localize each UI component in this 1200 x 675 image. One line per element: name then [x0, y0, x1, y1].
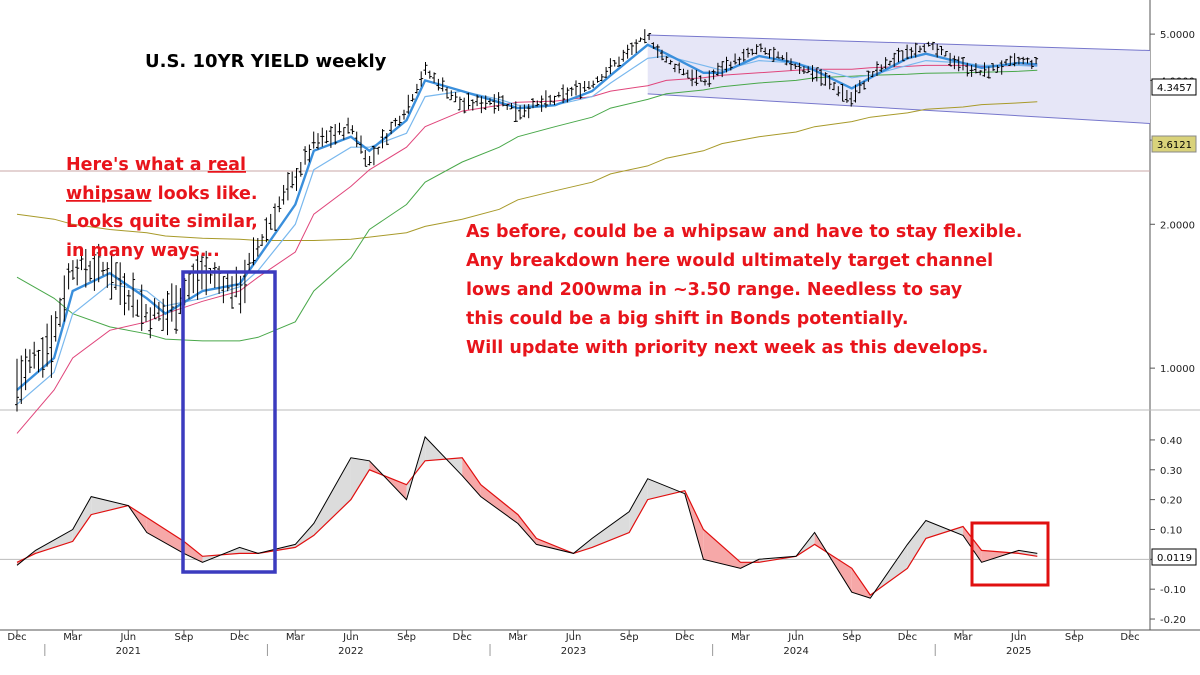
- oscillator-fill-segment: [907, 520, 926, 569]
- time-tick-label: Sep: [620, 632, 639, 643]
- last-price-badge: 4.3457: [1151, 78, 1197, 96]
- svg-text:4.3457: 4.3457: [1157, 83, 1192, 94]
- svg-text:0.0119: 0.0119: [1157, 553, 1192, 564]
- main-note-line-2: Any breakdown here would ultimately targ…: [466, 251, 993, 271]
- oscillator-fill-segment: [313, 457, 351, 536]
- signal-line: [16, 457, 1038, 596]
- time-tick-label: Dec: [1120, 632, 1139, 643]
- time-tick-label: Mar: [63, 632, 83, 643]
- oscillator-pane: [16, 435, 1038, 599]
- osc-y-tick-label: 0.10: [1160, 525, 1182, 536]
- year-label: 2025: [1006, 646, 1031, 657]
- channel-upper-line: [647, 34, 1151, 52]
- time-tick-label: Sep: [175, 632, 194, 643]
- time-tick-label: Mar: [286, 632, 306, 643]
- year-label: 2022: [338, 646, 363, 657]
- main-note-line-1: As before, could be a whipsaw and have t…: [466, 222, 1023, 242]
- price-pane: [15, 29, 1039, 434]
- channel-fill: [647, 34, 1150, 124]
- oscillator-fill-segment: [72, 496, 92, 542]
- time-tick-label: Jun: [119, 632, 136, 643]
- oscillator-fill-segment: [1018, 550, 1038, 557]
- channel-lower-line: [647, 93, 1151, 125]
- year-label: 2024: [783, 646, 808, 657]
- time-tick-label: Mar: [954, 632, 974, 643]
- time-tick-label: Mar: [508, 632, 528, 643]
- time-tick-label: Dec: [675, 632, 694, 643]
- whipsaw-note-line-4: in many ways...: [66, 241, 220, 261]
- time-tick-label: Sep: [1065, 632, 1084, 643]
- price-y-tick-label: 1.0000: [1160, 364, 1195, 375]
- time-tick-label: Dec: [230, 632, 249, 643]
- oscillator-fill-segment: [592, 511, 630, 548]
- recent-highlight-box: [970, 521, 1050, 587]
- whipsaw-highlight-box: [181, 270, 277, 574]
- oscillator-fill-segment: [647, 478, 685, 500]
- trend-channel: [647, 34, 1151, 125]
- osc-y-tick-label: -0.20: [1160, 615, 1186, 626]
- svg-text:3.6121: 3.6121: [1157, 140, 1192, 151]
- year-label: 2023: [561, 646, 586, 657]
- oscillator-fill-segment: [925, 520, 964, 539]
- ma-mid-line: [16, 64, 1038, 434]
- main-note-line-5: Will update with priority next week as t…: [466, 338, 988, 358]
- osc-y-tick-label: 0.20: [1160, 496, 1182, 507]
- time-tick-label: Jun: [787, 632, 804, 643]
- whipsaw-note-line-2: whipsaw looks like.: [66, 184, 258, 204]
- oscillator-fill-segment: [480, 484, 518, 524]
- time-tick-label: Jun: [565, 632, 582, 643]
- chart-title: U.S. 10YR YIELD weekly: [145, 51, 387, 72]
- price-y-tick-label: 5.0000: [1160, 30, 1195, 41]
- time-tick-label: Dec: [898, 632, 917, 643]
- ma200-line: [16, 101, 1038, 241]
- oscillator-fill-segment: [146, 517, 184, 554]
- oscillator-line: [16, 435, 1038, 599]
- time-tick-label: Sep: [397, 632, 416, 643]
- oscillator-fill-segment: [462, 457, 481, 497]
- ema-fast-line: [16, 43, 1038, 391]
- ma200-badge: 3.6121: [1151, 135, 1197, 153]
- time-tick-label: Jun: [342, 632, 359, 643]
- oscillator-fill-segment: [517, 514, 537, 545]
- time-tick-label: Mar: [731, 632, 751, 643]
- time-tick-label: Dec: [453, 632, 472, 643]
- oscillator-fill-segment: [703, 529, 741, 569]
- oscillator-fill-segment: [91, 496, 129, 515]
- oscillator-fill-segment: [35, 529, 73, 554]
- whipsaw-note-line-1: Here's what a real: [66, 155, 246, 175]
- osc-y-tick-label: 0.30: [1160, 466, 1182, 477]
- main-note-line-4: this could be a big shift in Bonds poten…: [466, 309, 909, 329]
- ma100-line: [16, 69, 1038, 342]
- oscillator-fill-segment: [350, 457, 370, 500]
- time-tick-label: Dec: [7, 632, 26, 643]
- main-note-line-3: lows and 200wma in ~3.50 range. Needless…: [466, 280, 963, 300]
- year-label: 2021: [116, 646, 141, 657]
- time-tick-label: Sep: [842, 632, 861, 643]
- oscillator-badge: 0.0119: [1151, 548, 1197, 566]
- whipsaw-note-line-3: Looks quite similar,: [66, 212, 258, 232]
- time-tick-label: Jun: [1010, 632, 1027, 643]
- price-y-tick-label: 2.0000: [1160, 220, 1195, 231]
- oscillator-fill-segment: [629, 478, 648, 533]
- osc-y-tick-label: 0.40: [1160, 436, 1182, 447]
- oscillator-fill-segment: [183, 541, 203, 563]
- osc-y-tick-label: -0.10: [1160, 585, 1186, 596]
